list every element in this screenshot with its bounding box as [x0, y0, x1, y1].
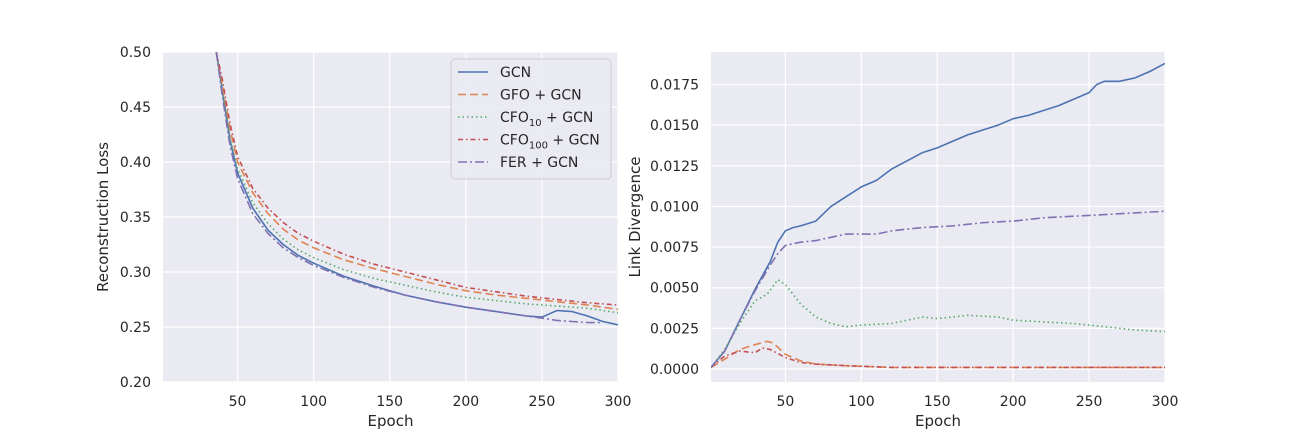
legend-label: CFO10 + GCN — [500, 110, 593, 129]
series-group — [711, 62, 1165, 369]
y-tick-label: 0.0175 — [650, 78, 699, 94]
legend-label-suffix: + GCN — [548, 133, 600, 149]
series-line-3 — [711, 278, 1165, 368]
y-tick-label: 0.0025 — [650, 321, 699, 337]
x-tick-label: 300 — [605, 394, 632, 410]
plot-area — [711, 52, 1165, 382]
legend-label: FER + GCN — [500, 155, 578, 171]
x-tick-label: 300 — [1152, 394, 1179, 410]
series-line-2 — [215, 52, 618, 311]
x-tick-label: 150 — [376, 394, 403, 410]
x-tick-label: 100 — [300, 394, 327, 410]
y-tick-label: 0.25 — [120, 320, 151, 336]
y-axis-title: Reconstruction Loss — [94, 142, 112, 292]
legend-label-suffix: + GCN — [542, 110, 594, 126]
legend-label-subscript: 100 — [529, 141, 548, 152]
chart-panel-2: 50 100 150 200 250 300 0.0000 0.0025 0.0050 0.007… — [626, 52, 1178, 430]
x-axis-title: Epoch — [915, 412, 961, 430]
y-tick-label: 0.35 — [120, 210, 151, 226]
y-tick-label: 0.0125 — [650, 159, 699, 175]
series-line-2 — [711, 340, 1165, 369]
y-axis-title: Link Divergence — [626, 157, 644, 278]
x-tick-label: 200 — [452, 394, 479, 410]
series-line-5 — [711, 210, 1165, 368]
legend-label-subscript: 10 — [529, 118, 542, 129]
x-tick-label: 250 — [1076, 394, 1103, 410]
legend-label: GFO + GCN — [500, 88, 582, 104]
x-tick-label: 50 — [229, 394, 247, 410]
legend-label: GCN — [500, 65, 531, 81]
series-line-5 — [215, 52, 603, 324]
chart-panel-1: 50 100 150 200 250 300 0.20 0.25 0.30 0.35 0.40 0.4… — [94, 45, 631, 430]
series-line-4 — [711, 347, 1165, 369]
y-tick-label: 0.0075 — [650, 240, 699, 256]
y-tick-label: 0.20 — [120, 375, 151, 391]
series-line-1 — [711, 62, 1165, 368]
y-tick-label: 0.0000 — [650, 362, 699, 378]
x-tick-label: 150 — [924, 394, 951, 410]
legend-box — [450, 58, 612, 180]
x-tick-label: 250 — [529, 394, 556, 410]
y-tick-label: 0.0150 — [650, 118, 699, 134]
y-tick-label: 0.50 — [120, 45, 151, 61]
y-tick-label: 0.45 — [120, 100, 151, 116]
x-tick-label: 50 — [776, 394, 794, 410]
x-tick-label: 200 — [1000, 394, 1027, 410]
y-tick-label: 0.40 — [120, 155, 151, 171]
x-axis-title: Epoch — [368, 412, 414, 430]
y-tick-label: 0.30 — [120, 265, 151, 281]
legend: GCN GFO + GCN CFO10 + GCN CFO100 + GCN FER +… — [450, 58, 612, 180]
y-tick-label: 0.0100 — [650, 199, 699, 215]
legend-label: CFO100 + GCN — [500, 133, 600, 152]
x-tick-label: 100 — [848, 394, 875, 410]
series-group — [215, 52, 618, 326]
y-tick-label: 0.0050 — [650, 281, 699, 297]
